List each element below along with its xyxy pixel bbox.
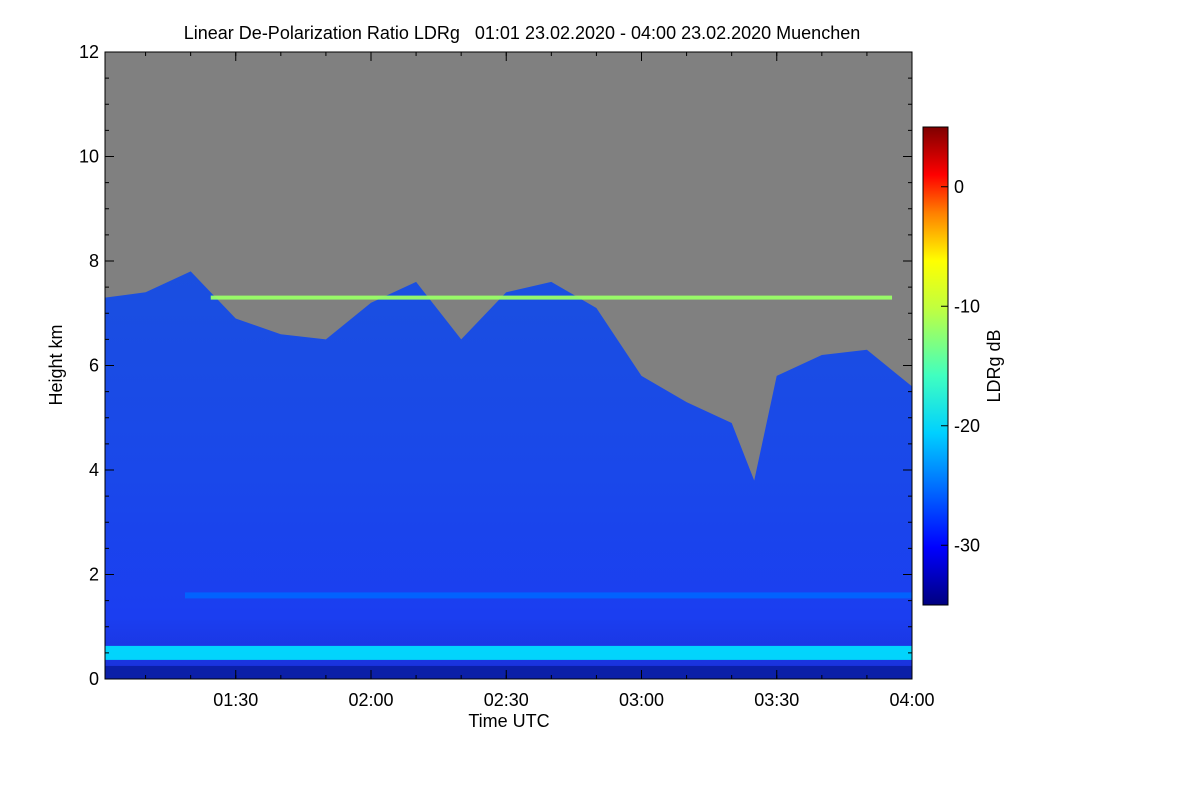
y-tick-label: 8: [89, 251, 99, 271]
layer-1: [185, 592, 912, 599]
y-axis-label: Height km: [46, 324, 66, 405]
y-tick-label: 0: [89, 669, 99, 689]
y-tick-label: 10: [79, 147, 99, 167]
x-ticks: 01:30 02:00 02:30 03:00 03:30 04:00: [145, 52, 935, 710]
layers: [105, 295, 912, 679]
x-tick-label: 01:30: [213, 690, 258, 710]
y-tick-label: 6: [89, 356, 99, 376]
layer-0: [105, 645, 912, 660]
colorbar-tick-label: 0: [954, 177, 964, 197]
ground-strip: [105, 665, 912, 679]
chart-title: Linear De-Polarization Ratio LDRg 01:01 …: [184, 23, 860, 43]
y-ticks: 0 2 4 6 8 10 12: [79, 42, 912, 689]
x-tick-label: 04:00: [889, 690, 934, 710]
x-tick-label: 03:30: [754, 690, 799, 710]
x-tick-label: 02:30: [484, 690, 529, 710]
layer-2: [210, 295, 893, 300]
colorbar: [922, 126, 949, 606]
colorbar-tick-label: -10: [954, 296, 980, 316]
colorbar-tick-label: -20: [954, 416, 980, 436]
colorbar-ticks: 0 -10 -20 -30: [941, 177, 980, 555]
colorbar-tick-label: -30: [954, 535, 980, 555]
colorbar-label: LDRg dB: [984, 329, 1004, 402]
x-axis-label: Time UTC: [468, 711, 549, 731]
y-tick-label: 2: [89, 565, 99, 585]
x-tick-label: 03:00: [619, 690, 664, 710]
x-tick-label: 02:00: [348, 690, 393, 710]
y-tick-label: 4: [89, 460, 99, 480]
y-tick-label: 12: [79, 42, 99, 62]
echo-area: [105, 271, 912, 679]
